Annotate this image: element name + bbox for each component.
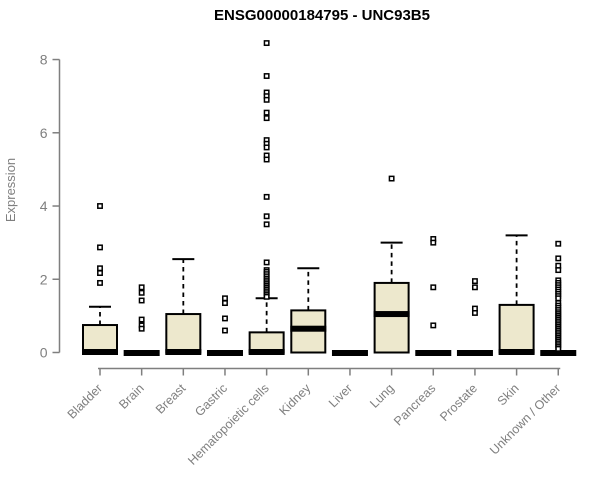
outlier-point [97, 244, 103, 251]
boxplot-prostate [456, 278, 493, 356]
box-skin [498, 303, 535, 354]
outlier-point [263, 193, 270, 200]
outlier-point [97, 203, 103, 209]
outlier-point [138, 289, 145, 296]
y-tick-label: 2 [40, 271, 48, 287]
y-tick-label: 8 [40, 52, 48, 68]
outlier-point [263, 109, 270, 116]
median-kidney [290, 325, 327, 332]
outlier-point [430, 284, 437, 291]
outlier-point [97, 265, 103, 272]
flat-box-pancreas [415, 350, 452, 356]
flat-box-gastric [206, 350, 243, 356]
outlier-point [555, 295, 562, 302]
y-tick-label: 6 [40, 125, 48, 141]
boxplot-liver [331, 350, 368, 356]
boxplot-bladder [82, 203, 118, 355]
median-lung [373, 311, 410, 318]
y-axis-title: Expression [3, 158, 18, 222]
outlier-point [263, 73, 270, 79]
outlier-point [222, 327, 228, 334]
boxplot-skin [498, 234, 535, 355]
chart-title: ENSG00000184795 - UNC93B5 [214, 7, 430, 24]
boxplot-hematopoietic-cells [248, 40, 285, 355]
outlier-point [471, 278, 478, 285]
median-skin [498, 349, 535, 355]
outlier-point [263, 96, 270, 103]
flat-box-unknown-other [540, 350, 577, 356]
flat-box-brain [123, 350, 160, 356]
outlier-point [222, 300, 228, 307]
y-axis: 0 2 4 6 8 [40, 52, 61, 361]
outlier-point [97, 270, 103, 276]
outlier-point [430, 322, 437, 329]
boxplot-pancreas [415, 236, 452, 356]
median-breast [165, 349, 202, 355]
outlier-point [263, 40, 270, 47]
outlier-point [138, 316, 145, 323]
median-bladder [82, 349, 118, 355]
boxplot-kidney [290, 267, 327, 354]
outlier-point [222, 295, 228, 302]
outlier-point [222, 315, 228, 322]
boxplot-gastric [206, 295, 243, 356]
median-hematopoietic-cells [248, 349, 285, 355]
outlier-point [263, 213, 270, 220]
outlier-point [263, 144, 270, 151]
outlier-point [138, 284, 145, 291]
outlier-point [263, 156, 270, 163]
outlier-point [555, 345, 562, 352]
outlier-point [138, 325, 145, 332]
y-tick-label: 4 [40, 198, 48, 214]
flat-box-prostate [456, 350, 493, 356]
box-lung [373, 281, 410, 354]
outlier-point [471, 284, 478, 291]
box-bladder [82, 324, 118, 354]
flat-box-liver [331, 350, 368, 356]
box-breast [165, 313, 202, 354]
outlier-point [138, 297, 145, 304]
boxplot-lung [373, 175, 410, 354]
outlier-point [263, 293, 270, 300]
boxplot-unknown-other [540, 240, 577, 356]
outlier-point [263, 259, 270, 266]
outlier-point [97, 279, 103, 286]
outlier-point [430, 239, 437, 246]
outlier-point [555, 255, 562, 262]
boxplot-breast [165, 258, 202, 355]
outlier-point [471, 310, 478, 316]
boxplot-brain [123, 284, 160, 356]
outlier-point [263, 221, 270, 228]
outlier-point [388, 175, 395, 182]
outlier-point [263, 115, 270, 122]
outlier-point [555, 267, 562, 274]
y-tick-label: 0 [40, 345, 48, 361]
outlier-point [555, 240, 562, 247]
